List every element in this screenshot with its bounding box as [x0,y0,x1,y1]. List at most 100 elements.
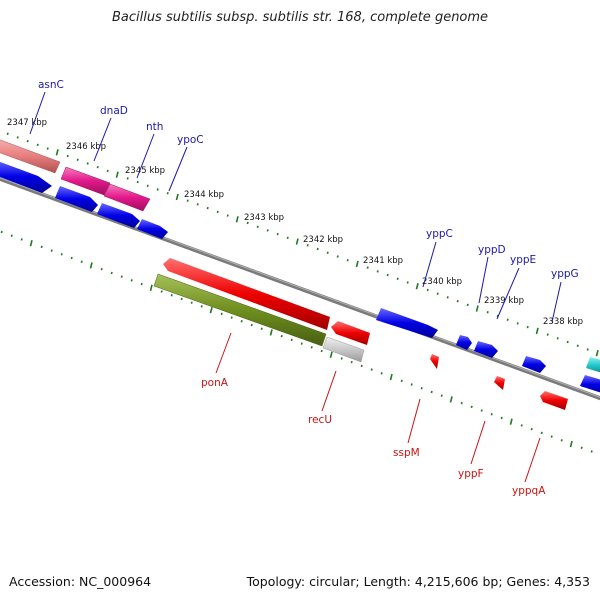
ponA-leader [215,332,232,374]
gene-label-yppE[interactable]: yppE [510,254,536,266]
scale-minor-tick [66,154,69,158]
gene-yppF-arrow[interactable] [494,376,505,390]
gene-yppD-arrow[interactable] [456,335,472,350]
gene-label-asnC[interactable]: asnC [38,79,64,91]
scale-major-tick [475,305,479,312]
scale-minor-tick [206,206,209,210]
map-title: Bacillus subtilis subsp. subtilis str. 1… [111,10,489,25]
scale-minor-tick [60,253,63,256]
gene-forward-arrow[interactable] [137,219,168,239]
scale-major-tick [595,350,599,357]
scale-major-tick [55,149,59,156]
gene-yppE-arrow[interactable] [474,341,498,358]
scale-minor-tick [480,409,483,412]
gene-label-dnaD[interactable]: dnaD [100,105,128,117]
scale-label: 2338 kbp [543,317,583,327]
scale-minor-tick [466,303,469,307]
scale-minor-tick [50,249,53,252]
gene-sspM-arrow[interactable] [430,354,439,369]
gene-recU-arrow[interactable] [331,321,370,345]
scale-minor-tick [446,296,449,299]
gene-forward-arrow[interactable] [97,203,140,228]
gene-label-yppC[interactable]: yppC [426,228,453,240]
gene-label-sspM[interactable]: sspM [393,447,420,459]
gene-label-yppG[interactable]: yppG [551,268,579,280]
scale-minor-tick [20,238,23,241]
scale-minor-tick [96,165,99,169]
scale-minor-tick [100,267,103,271]
scale-minor-tick [370,368,373,371]
scale-major-tick [209,306,213,314]
scale-minor-tick [36,143,39,147]
accession-text: Accession: NC_000964 [9,574,152,589]
gene-label-recU[interactable]: recU [308,414,332,426]
scale-minor-tick [280,334,283,338]
gene-label-yppF[interactable]: yppF [458,468,484,480]
scale-minor-tick [546,333,549,336]
gene-ponA-domain-bar[interactable] [153,273,327,347]
scale-minor-tick [406,281,409,284]
scale-minor-tick [360,364,363,368]
scale-minor-tick [120,275,123,278]
scale-minor-tick [460,401,463,405]
gene-label-yppD[interactable]: yppD [478,244,506,256]
scale-minor-tick [410,383,413,386]
scale-minor-tick [470,405,473,409]
gene-cyan-arrow[interactable] [586,357,600,374]
genome-backbone-highlight [0,177,600,398]
scale-minor-tick [240,320,243,323]
gene-label-nth[interactable]: nth [146,121,163,133]
scale-minor-tick [500,416,503,420]
scale-minor-tick [6,132,9,135]
scale-major-tick [415,283,419,290]
gene-dnaD-bar[interactable] [60,166,111,196]
gene-nth-bar[interactable] [103,183,151,212]
yppG-leader [551,281,562,323]
scale-minor-tick [486,311,489,314]
scale-minor-tick [540,431,543,435]
gene-forward-arrow[interactable] [580,375,600,394]
scale-minor-tick [580,446,583,449]
scale-minor-tick [266,229,269,232]
scale-minor-tick [300,342,303,345]
gene-asnC-bar[interactable] [0,138,61,174]
dnaD-leader [93,117,112,162]
gene-label-yppqA[interactable]: yppqA [512,485,546,497]
scale-minor-tick [180,297,183,301]
scale-major-tick [509,418,513,425]
outer-scale-ticks [6,132,599,357]
gene-recU-bar[interactable] [322,336,365,363]
gene-ponA-arrow[interactable] [163,258,330,330]
scale-major-tick [449,396,453,403]
gene-label-ypoC[interactable]: ypoC [177,134,204,146]
gene-yppG-arrow[interactable] [522,356,546,373]
scale-label: 2347 kbp [7,118,47,128]
scale-label: 2341 kbp [363,256,403,266]
scale-major-tick [29,239,33,247]
scale-minor-tick [126,177,129,180]
gene-forward-arrow[interactable] [55,186,98,212]
sspM-leader [407,398,421,444]
forward-label-leaders [29,91,562,323]
scale-minor-tick [286,236,289,240]
gene-forward-arrow[interactable] [0,160,52,193]
scale-minor-tick [420,387,423,390]
gene-yppC-arrow[interactable] [376,308,438,338]
scale-minor-tick [190,301,193,304]
gene-yppqA-arrow[interactable] [540,391,568,410]
scale-minor-tick [70,256,73,260]
scale-minor-tick [310,346,313,349]
scale-minor-tick [586,348,589,351]
scale-minor-tick [346,258,349,262]
scale-minor-tick [76,158,79,161]
yppqA-leader [524,437,541,483]
scale-minor-tick [200,305,203,308]
scale-minor-tick [590,450,593,453]
scale-minor-tick [320,349,323,353]
scale-label: 2343 kbp [244,213,284,223]
yppF-leader [470,420,486,465]
gene-label-ponA[interactable]: ponA [201,377,229,389]
inner-scale-ticks [0,230,593,453]
scale-major-tick [115,171,119,178]
